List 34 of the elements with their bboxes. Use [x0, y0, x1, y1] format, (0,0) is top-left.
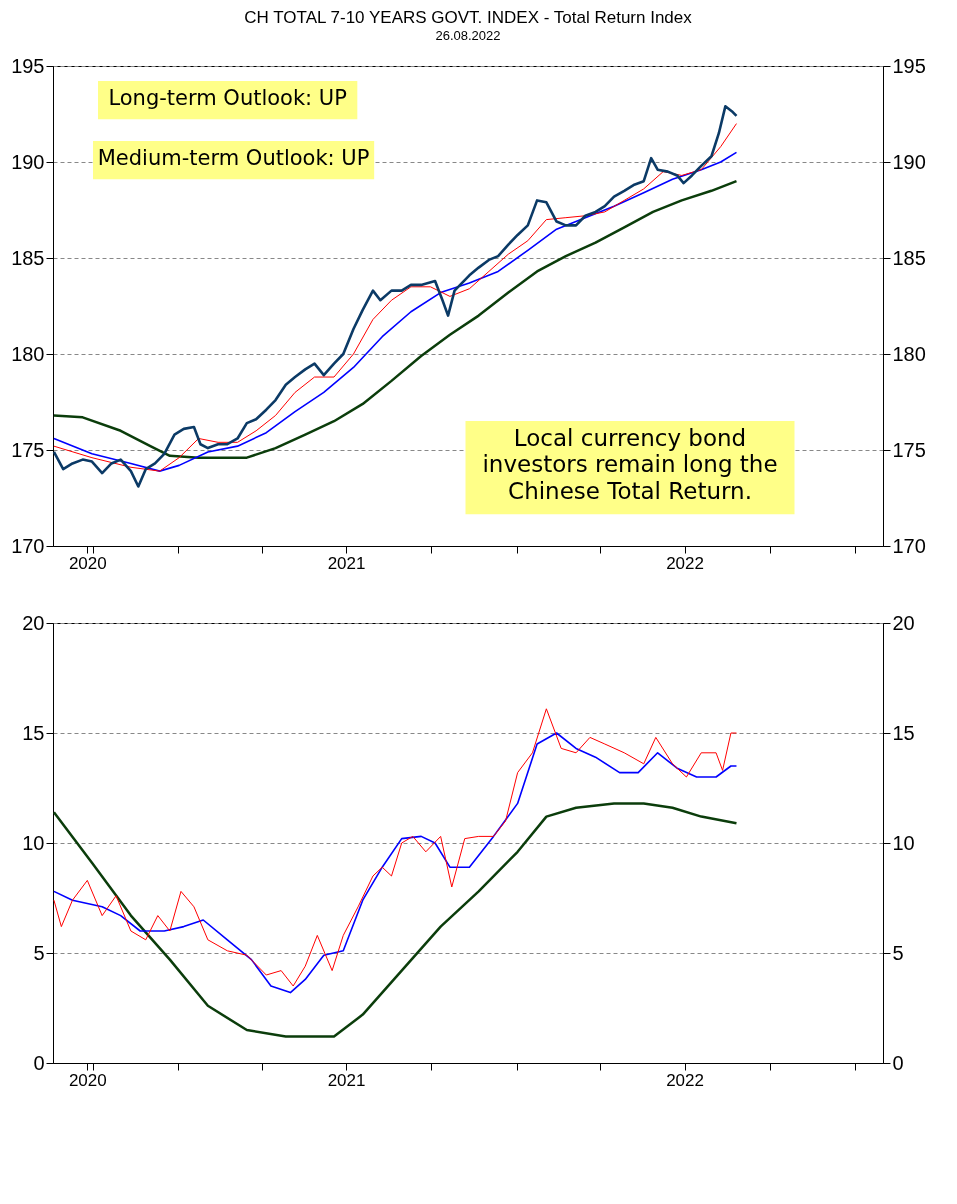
- y-tick-label: 5: [33, 941, 45, 964]
- annotation: Local currency bond investors remain long the Chinese Total Return.: [482, 425, 778, 504]
- y2-tick-label: 180: [892, 342, 926, 365]
- y2-tick-label: 15: [892, 721, 915, 744]
- annotation: Long-term Outlook: UP: [108, 86, 347, 110]
- y-tick-label: 170: [11, 534, 45, 557]
- x-tick-label: 2020: [68, 1070, 107, 1090]
- x-tick-label: 2022: [666, 553, 704, 573]
- y2-tick-label: 170: [892, 534, 926, 557]
- chart-title: CH TOTAL 7-10 YEARS GOVT. INDEX - Total Return Index: [244, 8, 693, 27]
- y-tick-label: 195: [11, 54, 45, 77]
- y-tick-label: 15: [22, 721, 45, 744]
- annotation: Medium-term Outlook: UP: [97, 146, 370, 170]
- y2-tick-label: 175: [892, 438, 926, 461]
- y2-tick-label: 10: [892, 831, 915, 854]
- y-tick-label: 0: [33, 1051, 45, 1074]
- y2-tick-label: 0: [892, 1051, 904, 1074]
- y2-tick-label: 185: [892, 246, 926, 269]
- x-tick-label: 2021: [327, 1070, 366, 1090]
- y-tick-label: 180: [11, 342, 45, 365]
- y-tick-label: 20: [22, 611, 45, 634]
- line-series: [52, 802, 738, 1038]
- x-tick-label: 2021: [327, 553, 366, 573]
- chart-subtitle: 26.08.2022: [435, 28, 501, 43]
- y-tick-label: 175: [11, 438, 45, 461]
- y-tick-label: 185: [11, 246, 45, 269]
- x-tick-label: 2022: [666, 1070, 704, 1090]
- y2-tick-label: 190: [892, 150, 926, 173]
- y2-tick-label: 20: [892, 611, 915, 634]
- y2-tick-label: 195: [892, 54, 926, 77]
- y-tick-label: 10: [22, 831, 45, 854]
- y-tick-label: 190: [11, 150, 45, 173]
- y2-tick-label: 5: [892, 941, 904, 964]
- x-tick-label: 2020: [68, 553, 107, 573]
